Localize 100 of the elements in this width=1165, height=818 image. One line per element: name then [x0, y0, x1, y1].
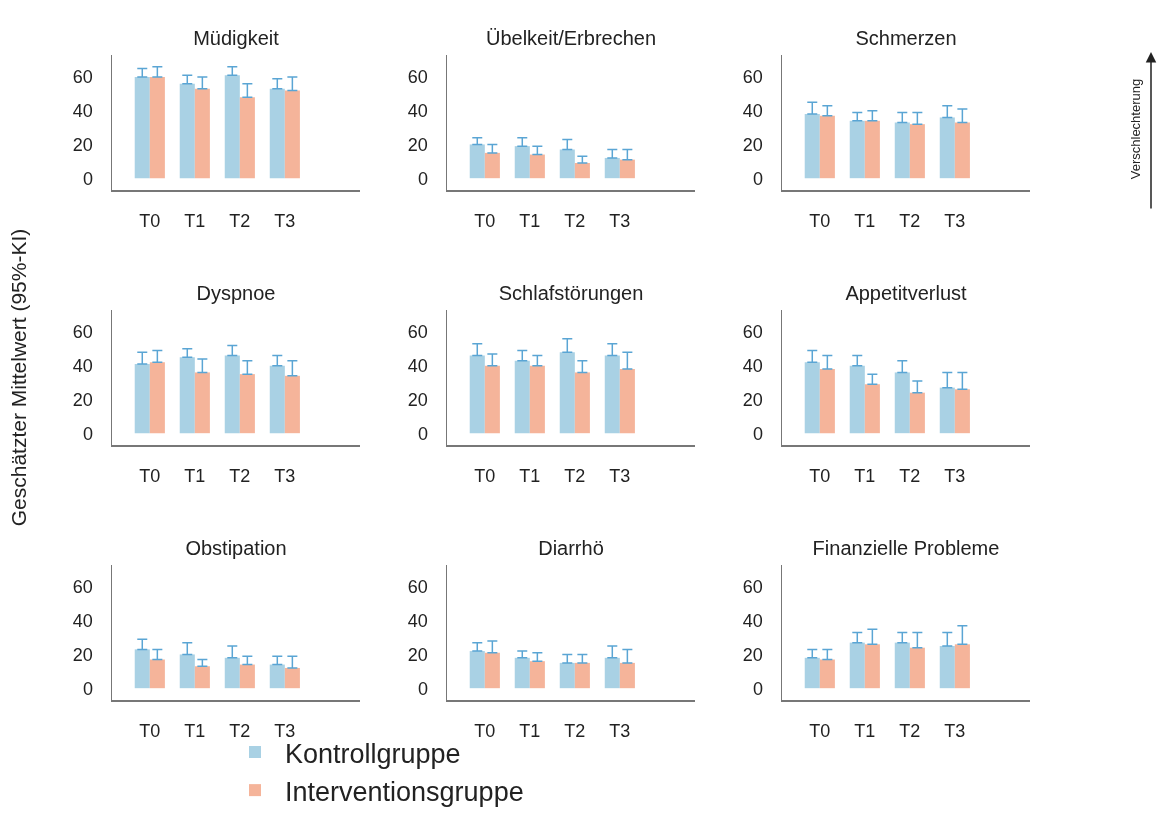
bar [604, 657, 620, 689]
bar [269, 365, 285, 434]
x-tick-label: T2 [899, 466, 921, 487]
x-tick-label: T0 [809, 721, 831, 742]
bar [939, 646, 955, 689]
bar [269, 664, 285, 689]
y-tick-label: 20 [72, 389, 93, 410]
bar [819, 115, 835, 179]
bar [149, 76, 165, 179]
y-tick-label: 60 [72, 577, 93, 598]
y-tick-label: 0 [82, 168, 93, 189]
bar [529, 661, 545, 689]
chart-title: Übelkeit/Erbrechen [485, 27, 657, 49]
x-tick-label: T1 [519, 466, 541, 487]
chart-title: Diarrhö [538, 537, 604, 559]
bar [469, 144, 485, 179]
bar [954, 644, 970, 689]
bar [284, 667, 300, 689]
bar [179, 654, 195, 689]
y-tick-label: 40 [742, 100, 763, 121]
x-tick-label: T1 [184, 211, 206, 232]
bar [469, 355, 485, 434]
y-tick-label: 40 [72, 355, 93, 376]
chart-title: Obstipation [185, 537, 287, 559]
bar [179, 83, 195, 179]
bar [819, 659, 835, 689]
x-tick-label: T0 [809, 211, 831, 232]
bar [909, 392, 925, 434]
bar [954, 122, 970, 179]
y-tick-label: 0 [82, 423, 93, 444]
bar [864, 644, 880, 689]
bar [514, 657, 530, 689]
x-tick-label: T1 [854, 466, 876, 487]
bar [619, 369, 635, 434]
y-tick-label: 40 [407, 100, 428, 121]
chart-title: Müdigkeit [193, 27, 280, 49]
bar [619, 159, 635, 179]
bar [179, 357, 195, 434]
bar [149, 659, 165, 689]
x-tick-label: T3 [274, 211, 296, 232]
bar [804, 657, 820, 689]
bar [194, 88, 210, 179]
bar [514, 146, 530, 179]
bar [469, 651, 485, 689]
bar [134, 649, 150, 689]
chart-title: Schlafstörungen [498, 282, 644, 304]
bar [484, 152, 500, 179]
x-tick-label: T2 [899, 721, 921, 742]
bar [604, 157, 620, 179]
x-tick-label: T0 [139, 466, 161, 487]
y-tick-label: 40 [407, 610, 428, 631]
y-tick-label: 40 [72, 100, 93, 121]
y-tick-label: 20 [742, 644, 763, 665]
y-tick-label: 20 [742, 389, 763, 410]
y-tick-label: 0 [417, 423, 428, 444]
bar [134, 364, 150, 434]
x-tick-label: T0 [139, 211, 161, 232]
x-tick-label: T1 [184, 721, 206, 742]
y-tick-label: 60 [742, 577, 763, 598]
x-tick-label: T0 [474, 466, 496, 487]
x-tick-label: T1 [854, 721, 876, 742]
y-tick-label: 20 [407, 389, 428, 410]
bar [819, 369, 835, 434]
y-tick-label: 0 [752, 678, 763, 699]
bar [284, 90, 300, 179]
bar [894, 372, 910, 434]
x-tick-label: T2 [899, 211, 921, 232]
bar [894, 122, 910, 179]
bar [849, 365, 865, 434]
bar [529, 365, 545, 434]
bar [909, 124, 925, 179]
bar [239, 374, 255, 434]
x-tick-label: T3 [944, 211, 966, 232]
y-tick-label: 20 [407, 134, 428, 155]
x-tick-label: T0 [474, 721, 496, 742]
y-tick-label: 40 [742, 355, 763, 376]
x-tick-label: T0 [809, 466, 831, 487]
x-tick-label: T2 [229, 466, 251, 487]
y-tick-label: 0 [752, 168, 763, 189]
x-tick-label: T0 [474, 211, 496, 232]
y-tick-label: 60 [72, 67, 93, 88]
x-tick-label: T3 [944, 721, 966, 742]
x-tick-label: T1 [519, 211, 541, 232]
bar [574, 163, 590, 179]
x-tick-label: T3 [609, 211, 631, 232]
bar [284, 375, 300, 434]
chart-title: Appetitverlust [845, 282, 968, 304]
y-tick-label: 60 [742, 67, 763, 88]
y-tick-label: 20 [72, 644, 93, 665]
x-tick-label: T3 [944, 466, 966, 487]
bar [559, 352, 575, 434]
bar [804, 362, 820, 434]
bar [224, 657, 240, 689]
bar [194, 666, 210, 689]
bar [849, 120, 865, 179]
bar [954, 389, 970, 434]
bar [269, 88, 285, 179]
y-tick-label: 0 [82, 678, 93, 699]
bar [864, 120, 880, 179]
bar [604, 355, 620, 434]
